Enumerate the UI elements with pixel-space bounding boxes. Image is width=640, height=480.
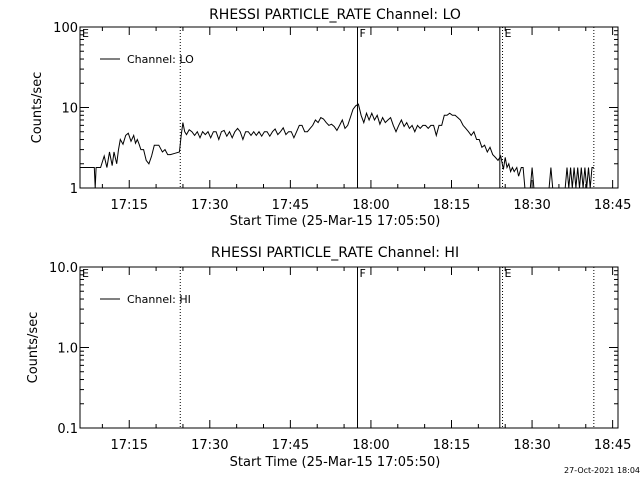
y-axis-label: Counts/sec [30, 72, 45, 144]
event-marker-label: E [82, 27, 89, 40]
y-tick-label: 100 [53, 21, 78, 36]
event-marker-label: F [360, 267, 366, 280]
event-marker-label: E [505, 267, 512, 280]
x-tick-label: 18:45 [594, 438, 631, 453]
y-tick-label: 0.1 [57, 422, 78, 437]
event-marker-label: F [360, 27, 366, 40]
y-tick-label: 1 [70, 182, 78, 197]
x-tick-label: 18:15 [433, 438, 470, 453]
chart-panel-0: RHESSI PARTICLE_RATE Channel: LO Counts/s… [30, 7, 631, 229]
x-tick-label: 18:15 [433, 198, 470, 213]
x-axis-label: Start Time (25-Mar-15 17:05:50) [230, 214, 441, 229]
x-tick-label: 17:15 [111, 198, 148, 213]
y-axis-label: Counts/sec [26, 312, 41, 384]
x-axis-label: Start Time (25-Mar-15 17:05:50) [230, 455, 441, 470]
chart-title: RHESSI PARTICLE_RATE Channel: HI [211, 245, 459, 261]
y-tick-label: 10.0 [49, 261, 78, 276]
x-tick-label: 18:00 [352, 198, 389, 213]
legend-label: Channel: LO [127, 53, 194, 66]
event-marker-label: E [82, 267, 89, 280]
x-tick-label: 17:45 [272, 438, 309, 453]
chart-panel-1: RHESSI PARTICLE_RATE Channel: HI Counts/s… [26, 245, 631, 470]
x-tick-label: 18:30 [513, 438, 550, 453]
x-tick-label: 17:30 [191, 198, 228, 213]
chart-title: RHESSI PARTICLE_RATE Channel: LO [209, 7, 461, 23]
generation-timestamp: 27-Oct-2021 18:04 [564, 466, 640, 475]
x-tick-label: 18:00 [352, 438, 389, 453]
legend-label: Channel: HI [127, 293, 191, 306]
plot-frame [79, 26, 619, 189]
x-tick-label: 18:45 [594, 198, 631, 213]
series-line [80, 103, 594, 189]
y-tick-label: 1.0 [57, 342, 78, 357]
y-tick-label: 10 [61, 102, 78, 117]
event-marker-label: E [505, 27, 512, 40]
x-tick-label: 18:30 [513, 198, 550, 213]
x-tick-label: 17:45 [272, 198, 309, 213]
plot-frame [79, 266, 619, 429]
x-tick-label: 17:30 [191, 438, 228, 453]
x-tick-label: 17:15 [111, 438, 148, 453]
